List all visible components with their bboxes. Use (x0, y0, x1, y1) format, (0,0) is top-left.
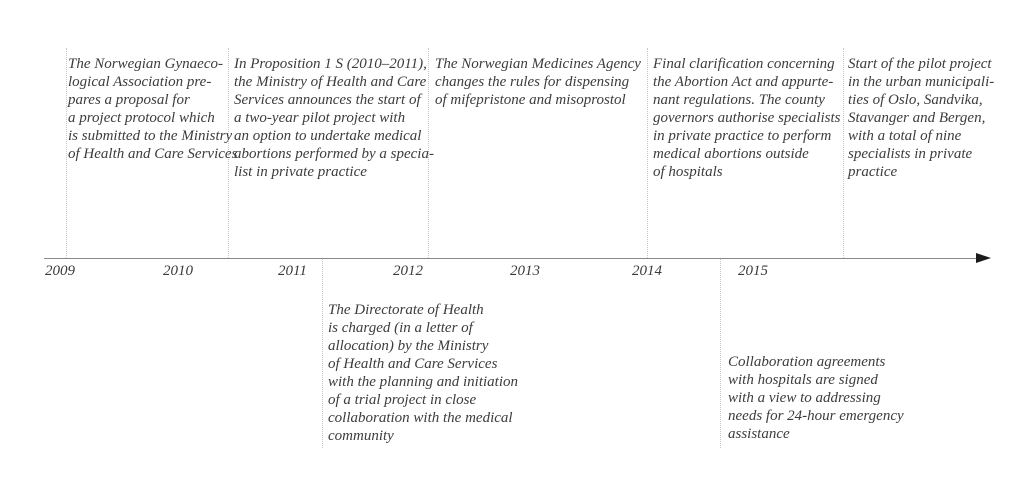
year-label-2013: 2013 (510, 263, 540, 279)
year-label-2010: 2010 (163, 263, 193, 279)
year-label-2011: 2011 (278, 263, 307, 279)
note-above-2015: Start of the pilot project in the urban … (848, 56, 995, 180)
year-label-2009: 2009 (45, 263, 75, 279)
connector-line-2015-below (720, 259, 721, 448)
timeline-axis (44, 258, 977, 259)
connector-line-2011-below (322, 259, 323, 448)
year-label-2015: 2015 (738, 263, 768, 279)
year-label-2012: 2012 (393, 263, 423, 279)
axis-arrowhead-icon (976, 253, 991, 263)
connector-line-2012 (428, 48, 429, 258)
connector-line-2009 (66, 48, 67, 258)
year-label-2014: 2014 (632, 263, 662, 279)
connector-line-2015 (843, 48, 844, 258)
note-above-2009: The Norwegian Gynaeco- logical Associati… (68, 56, 238, 162)
note-above-2010: In Proposition 1 S (2010–2011), the Mini… (234, 56, 434, 180)
note-above-2014: Final clarification concerning the Abort… (653, 56, 841, 180)
note-above-2012: The Norwegian Medicines Agency changes t… (435, 56, 641, 108)
connector-line-2014 (647, 48, 648, 258)
note-below-2015: Collaboration agreements with hospitals … (728, 354, 904, 442)
connector-line-2010 (228, 48, 229, 258)
note-below-2011: The Directorate of Health is charged (in… (328, 302, 519, 444)
